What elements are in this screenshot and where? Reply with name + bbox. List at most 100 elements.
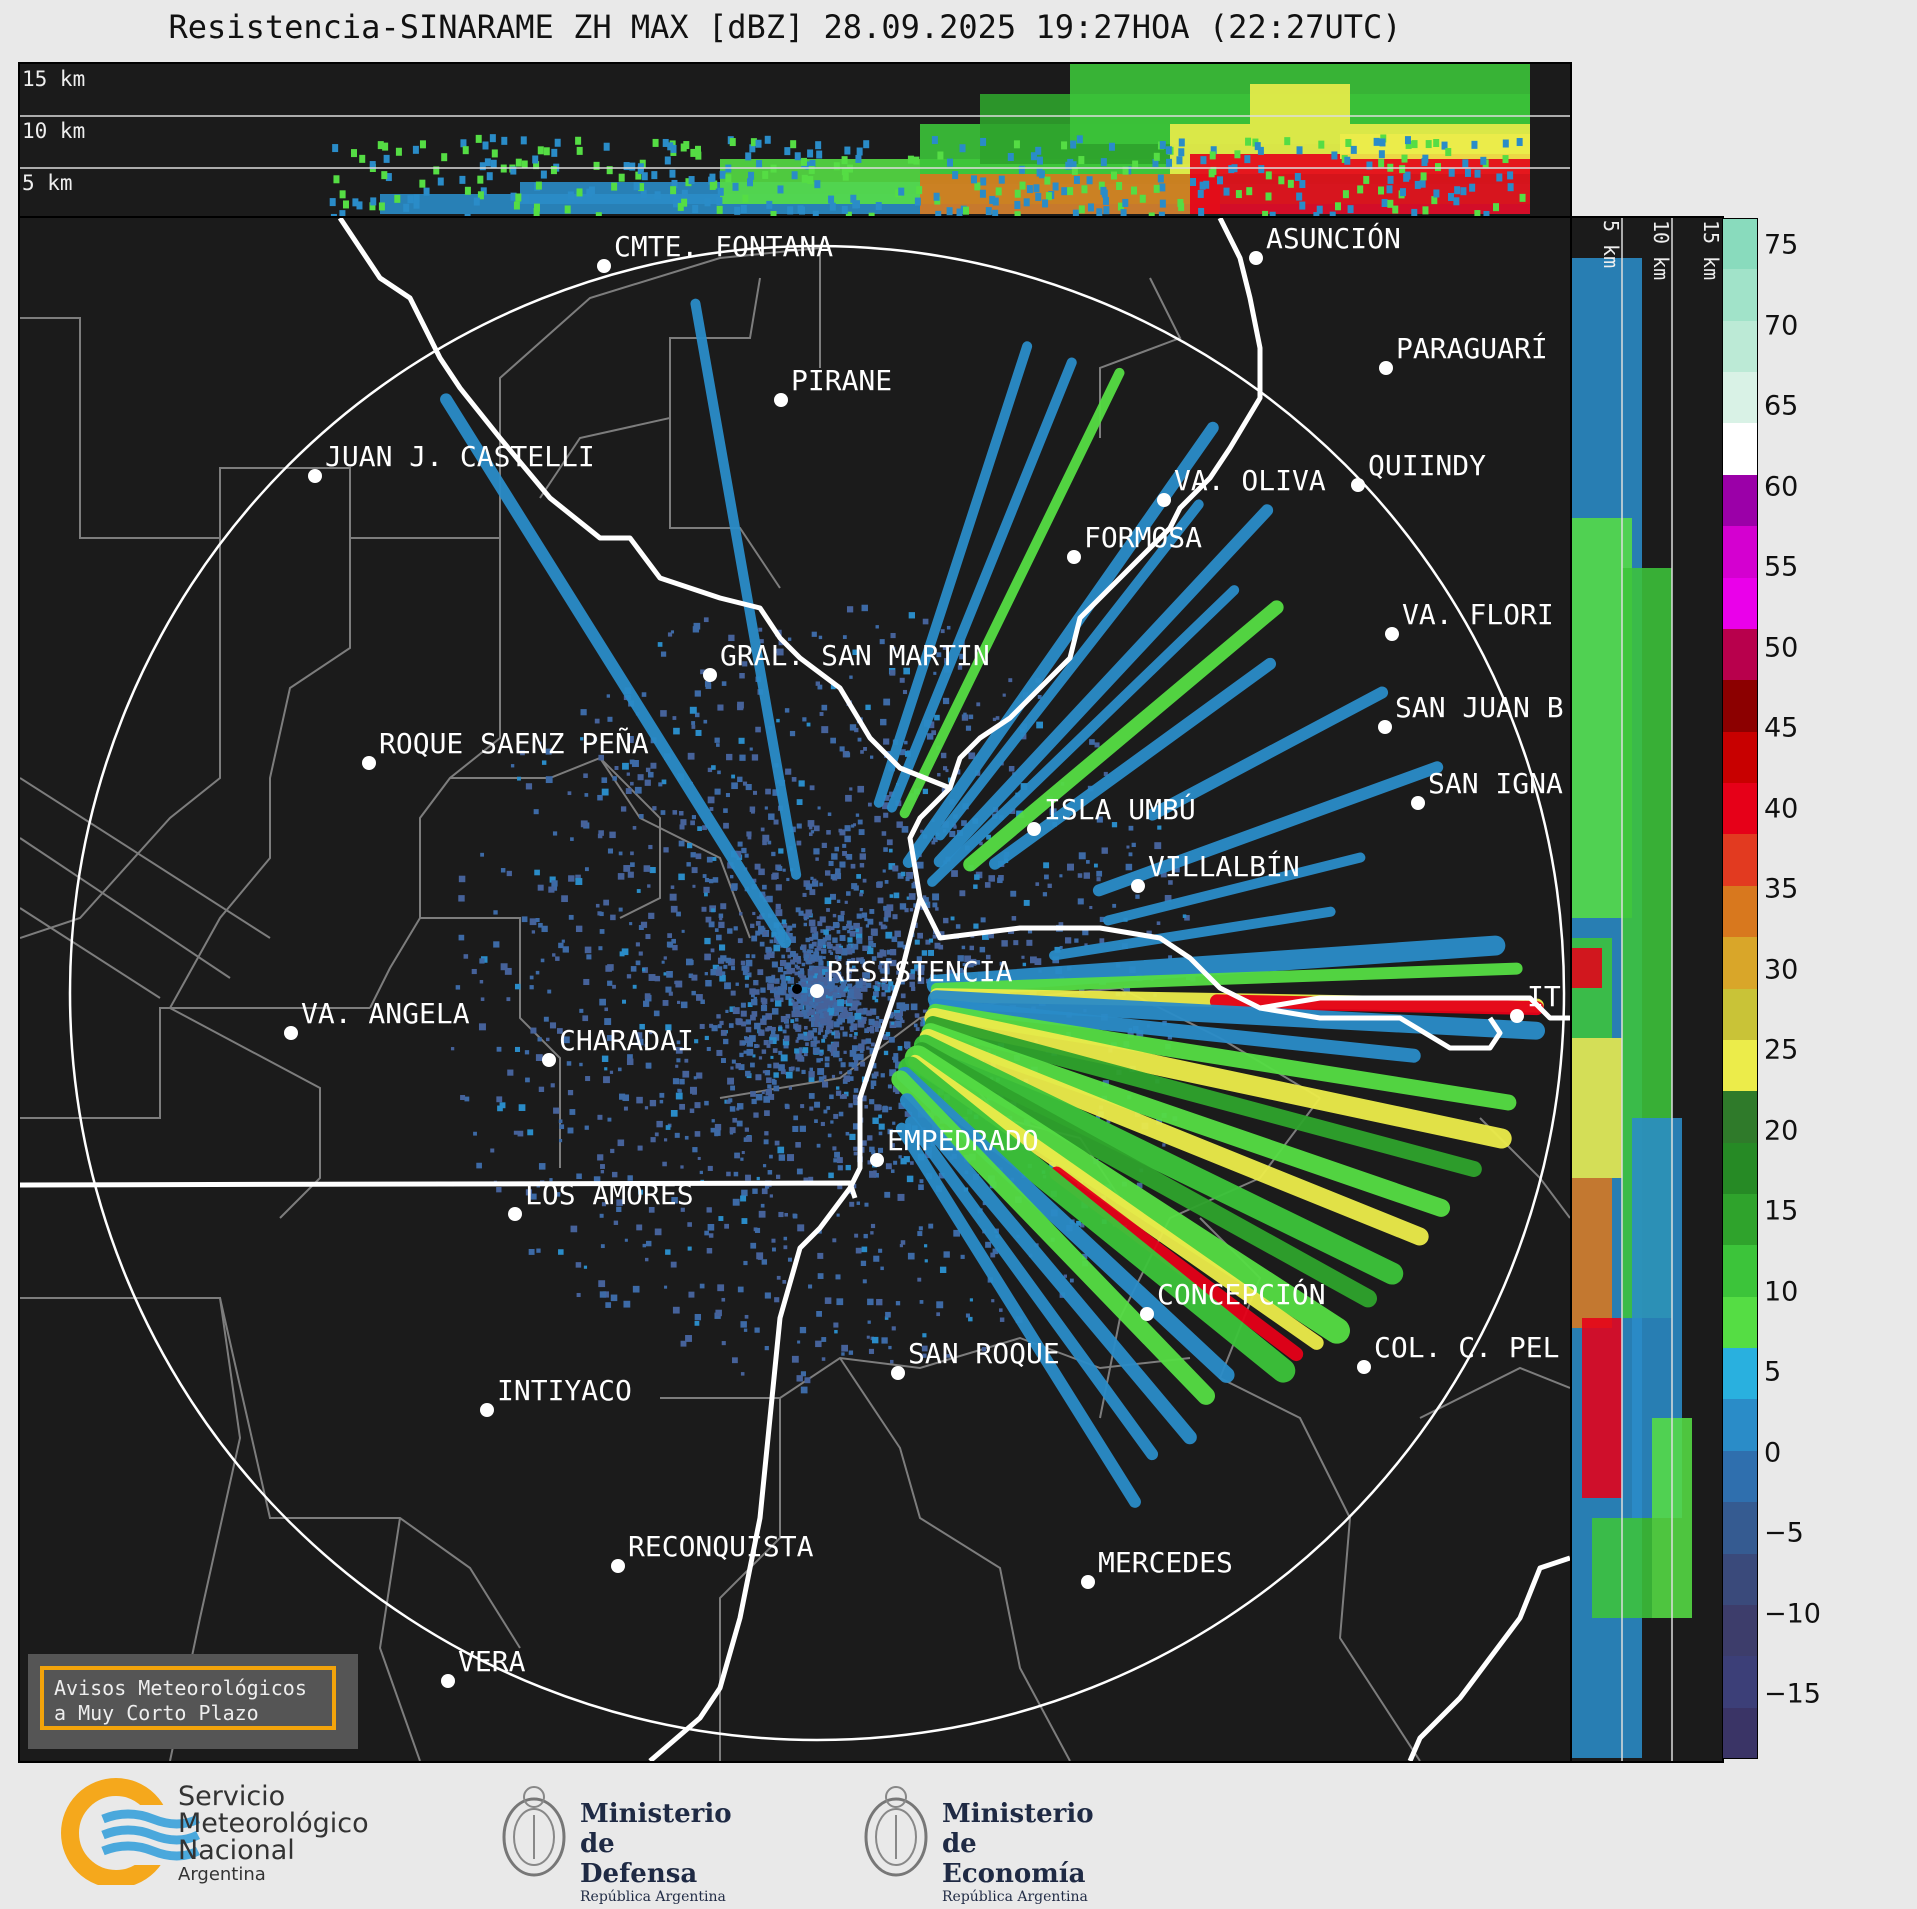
colorbar-band — [1722, 1039, 1758, 1092]
city-quiindy: QUIINDY — [1351, 449, 1486, 492]
city-label: QUIINDY — [1368, 449, 1486, 482]
city-label: GRAL. SAN MARTIN — [720, 639, 990, 672]
city-dot-icon — [1157, 493, 1171, 507]
top-height-panel: 15 km 10 km 5 km — [18, 62, 1572, 218]
shield-icon — [502, 1786, 566, 1877]
warning-box[interactable]: Avisos Meteorológicos a Muy Corto Plazo — [28, 1654, 358, 1749]
colorbar-band — [1722, 628, 1758, 681]
city-pirane: PIRANE — [774, 364, 892, 407]
city-dot-icon — [703, 668, 717, 682]
city-los-amores: LOS AMORES — [508, 1178, 694, 1221]
city-label: COL. C. PEL — [1374, 1331, 1559, 1364]
colorbar-band — [1722, 1245, 1758, 1298]
colorbar-tick: 20 — [1764, 1115, 1799, 1146]
colorbar-band — [1722, 1553, 1758, 1606]
city-san-igna: SAN IGNA — [1411, 767, 1563, 810]
city-label: PARAGUARÍ — [1396, 331, 1548, 365]
colorbar-tick: −15 — [1764, 1678, 1821, 1710]
smn-logo: Servicio Meteorológico Nacional Argentin… — [58, 1775, 388, 1889]
colorbar-tick: 15 — [1764, 1195, 1799, 1227]
colorbar-tick: 45 — [1764, 712, 1799, 744]
colorbar-band — [1722, 1296, 1758, 1349]
side-height-label-10: 10 km — [1649, 220, 1673, 280]
city-dot-icon — [1140, 1307, 1154, 1321]
city-asunción: ASUNCIÓN — [1249, 221, 1401, 265]
colorbar-tick: 60 — [1764, 471, 1799, 502]
side-height-panel: 5 km 10 km 15 km — [1570, 216, 1724, 1763]
city-label: JUAN J. CASTELLI — [325, 440, 595, 473]
city-dot-icon — [1378, 720, 1392, 734]
city-va-angela: VA. ANGELA — [284, 997, 470, 1040]
city-label: IT — [1527, 980, 1561, 1013]
city-roque-saenz-peña: ROQUE SAENZ PEÑA — [362, 726, 649, 770]
city-dot-icon — [1379, 361, 1393, 375]
colorbar-band — [1722, 1707, 1758, 1760]
city-dot-icon — [441, 1674, 455, 1688]
city-empedrado: EMPEDRADO — [870, 1124, 1039, 1167]
city-label: SAN ROQUE — [908, 1337, 1060, 1370]
city-intiyaco: INTIYACO — [480, 1374, 632, 1417]
city-label: RESISTENCIA — [827, 955, 1013, 988]
colorbar-band — [1722, 474, 1758, 527]
radar-map[interactable]: CMTE. FONTANA ASUNCIÓN PIRANE PARAGUARÍ JUAN… — [18, 216, 1572, 1763]
city-dot-icon — [1510, 1009, 1524, 1023]
radar-echoes — [440, 298, 1546, 1508]
country-borders — [20, 218, 1570, 1761]
city-dot-icon — [1249, 251, 1263, 265]
top-height-svg: 15 km 10 km 5 km — [20, 64, 1570, 216]
city-vera: VERA — [441, 1645, 526, 1688]
city-dot-icon — [362, 756, 376, 770]
colorbar-band — [1722, 1656, 1758, 1709]
city-dot-icon — [1357, 1360, 1371, 1374]
city-va-oliva: VA. OLIVA — [1157, 464, 1326, 507]
city-label: SAN JUAN B — [1395, 691, 1564, 724]
smn-line-3: Nacional — [178, 1835, 295, 1866]
city-dot-icon — [508, 1207, 522, 1221]
defensa-line-3: República Argentina — [580, 1889, 726, 1905]
warning-line-1: Avisos Meteorológicos — [54, 1676, 307, 1700]
colorbar-band — [1722, 885, 1758, 938]
economia-logo: Ministerio de Economía República Argenti… — [856, 1775, 1094, 1905]
city-label: ASUNCIÓN — [1266, 221, 1401, 255]
colorbar-band — [1722, 218, 1758, 270]
colorbar-band — [1722, 988, 1758, 1041]
city-dot-icon — [891, 1366, 905, 1380]
colorbar-tick: 5 — [1764, 1356, 1782, 1388]
city-label: PIRANE — [791, 364, 892, 397]
city-paraguarí: PARAGUARÍ — [1379, 331, 1548, 375]
side-height-label-5: 5 km — [1599, 220, 1623, 268]
city-label: SAN IGNA — [1428, 767, 1563, 800]
colorbar-band — [1722, 526, 1758, 579]
smn-logo-icon — [61, 1778, 201, 1888]
economia-line-3: República Argentina — [942, 1889, 1088, 1905]
city-cmte-fontana: CMTE. FONTANA — [597, 230, 833, 273]
city-villalbín: VILLALBÍN — [1131, 849, 1300, 893]
city-va-flori: VA. FLORI — [1385, 598, 1554, 641]
city-label: INTIYACO — [497, 1374, 632, 1407]
city-juan-j-castelli: JUAN J. CASTELLI — [308, 440, 595, 483]
colorbar-band — [1722, 1502, 1758, 1555]
city-dot-icon — [1411, 796, 1425, 810]
city-dot-icon — [870, 1153, 884, 1167]
colorbar-tick: 0 — [1764, 1437, 1782, 1468]
city-dot-icon — [1351, 478, 1365, 492]
colorbar-band — [1722, 1604, 1758, 1657]
city-label: VILLALBÍN — [1148, 849, 1300, 883]
city-dot-icon — [1067, 550, 1081, 564]
colorbar-tick: 75 — [1764, 229, 1799, 261]
shield-icon — [864, 1786, 928, 1877]
colorbar-band — [1722, 1348, 1758, 1400]
city-label: CMTE. FONTANA — [614, 230, 833, 263]
colorbar-band — [1722, 1142, 1758, 1195]
height-label-10: 10 km — [22, 119, 85, 143]
colorbar-tick: 65 — [1764, 390, 1799, 422]
smn-line-1: Servicio — [178, 1781, 286, 1812]
colorbar-band — [1722, 1450, 1758, 1503]
city-dot-icon — [611, 1559, 625, 1573]
city-mercedes: MERCEDES — [1081, 1546, 1233, 1589]
colorbar-band — [1722, 834, 1758, 887]
city-dot-icon — [810, 984, 824, 998]
city-gral-san-martin: GRAL. SAN MARTIN — [703, 639, 990, 682]
city-dot-icon — [1385, 627, 1399, 641]
city-dot-icon — [774, 393, 788, 407]
